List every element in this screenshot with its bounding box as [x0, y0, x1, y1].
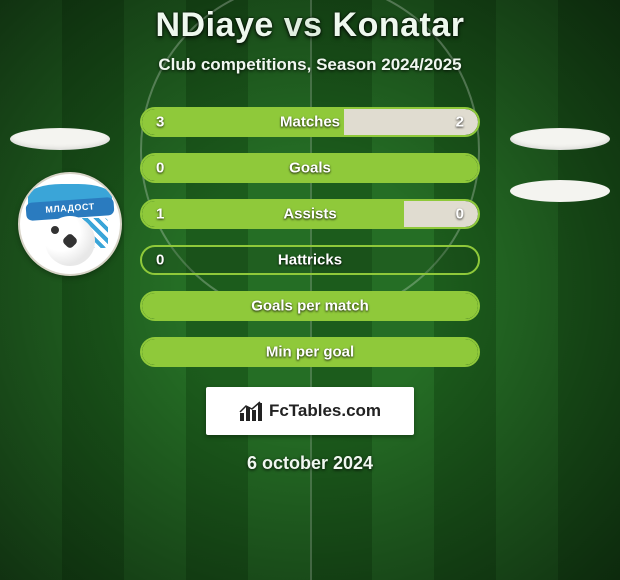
bar-value-right: 0 — [456, 206, 464, 223]
title-player2: Konatar — [333, 6, 465, 44]
subtitle: Club competitions, Season 2024/2025 — [0, 55, 620, 75]
bar-fill-right — [404, 201, 478, 227]
bar-value-left: 0 — [156, 252, 164, 269]
stat-bars: 32Matches0Goals10Assists0HattricksGoals … — [140, 107, 480, 367]
brand-text: FcTables.com — [269, 401, 381, 421]
bar-label: Hattricks — [142, 252, 478, 269]
brand-link[interactable]: FcTables.com — [206, 387, 414, 435]
stat-bar-row: Goals per match — [140, 291, 480, 321]
bar-value-right: 2 — [456, 114, 464, 131]
page-title: NDiaye vs Konatar — [0, 6, 620, 45]
date-text: 6 october 2024 — [0, 453, 620, 474]
title-player1: NDiaye — [156, 6, 274, 44]
title-vs: vs — [284, 6, 323, 44]
bar-fill-left — [142, 293, 478, 319]
bar-fill-left — [142, 109, 344, 135]
bar-fill-left — [142, 339, 478, 365]
bar-fill-left — [142, 155, 478, 181]
stat-bar-row: 0Goals — [140, 153, 480, 183]
stat-bar-row: 32Matches — [140, 107, 480, 137]
stat-bar-row: Min per goal — [140, 337, 480, 367]
bar-value-left: 1 — [156, 206, 164, 223]
bar-chart-icon — [239, 401, 263, 421]
bar-value-left: 3 — [156, 114, 164, 131]
bar-fill-left — [142, 201, 404, 227]
bar-value-left: 0 — [156, 160, 164, 177]
stat-bar-row: 10Assists — [140, 199, 480, 229]
stat-bar-row: 0Hattricks — [140, 245, 480, 275]
